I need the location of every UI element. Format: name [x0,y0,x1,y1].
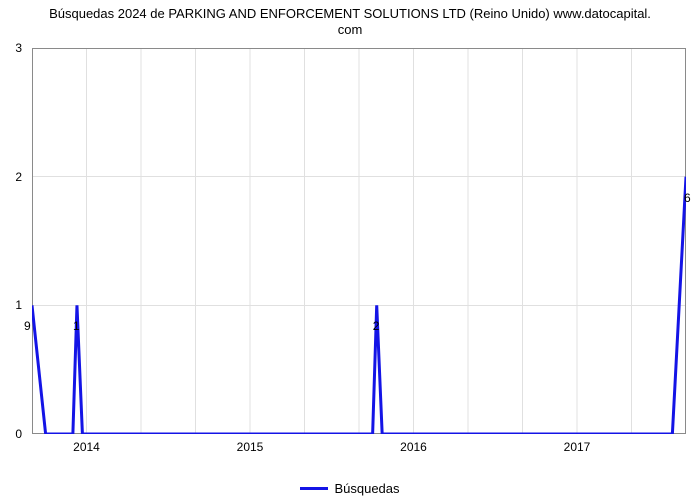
legend: Búsquedas [0,478,700,496]
x-tick-label: 2014 [73,440,100,454]
chart-container: Búsquedas 2024 de PARKING AND ENFORCEMEN… [0,0,700,500]
data-point-label: 1 [73,319,80,333]
legend-label: Búsquedas [334,481,399,496]
legend-item: Búsquedas [300,481,399,496]
data-point-label: 6 [684,191,691,205]
chart-title-line1: Búsquedas 2024 de PARKING AND ENFORCEMEN… [0,6,700,22]
y-tick-label: 3 [15,41,22,55]
data-point-label: 9 [24,319,31,333]
y-tick-label: 1 [15,298,22,312]
x-tick-label: 2017 [564,440,591,454]
legend-swatch [300,487,328,490]
plot-area [32,48,686,434]
chart-title-line2: com [0,22,700,38]
y-tick-label: 0 [15,427,22,441]
chart-title: Búsquedas 2024 de PARKING AND ENFORCEMEN… [0,6,700,39]
y-tick-label: 2 [15,170,22,184]
data-point-label: 2 [373,319,380,333]
x-tick-label: 2015 [237,440,264,454]
x-tick-label: 2016 [400,440,427,454]
